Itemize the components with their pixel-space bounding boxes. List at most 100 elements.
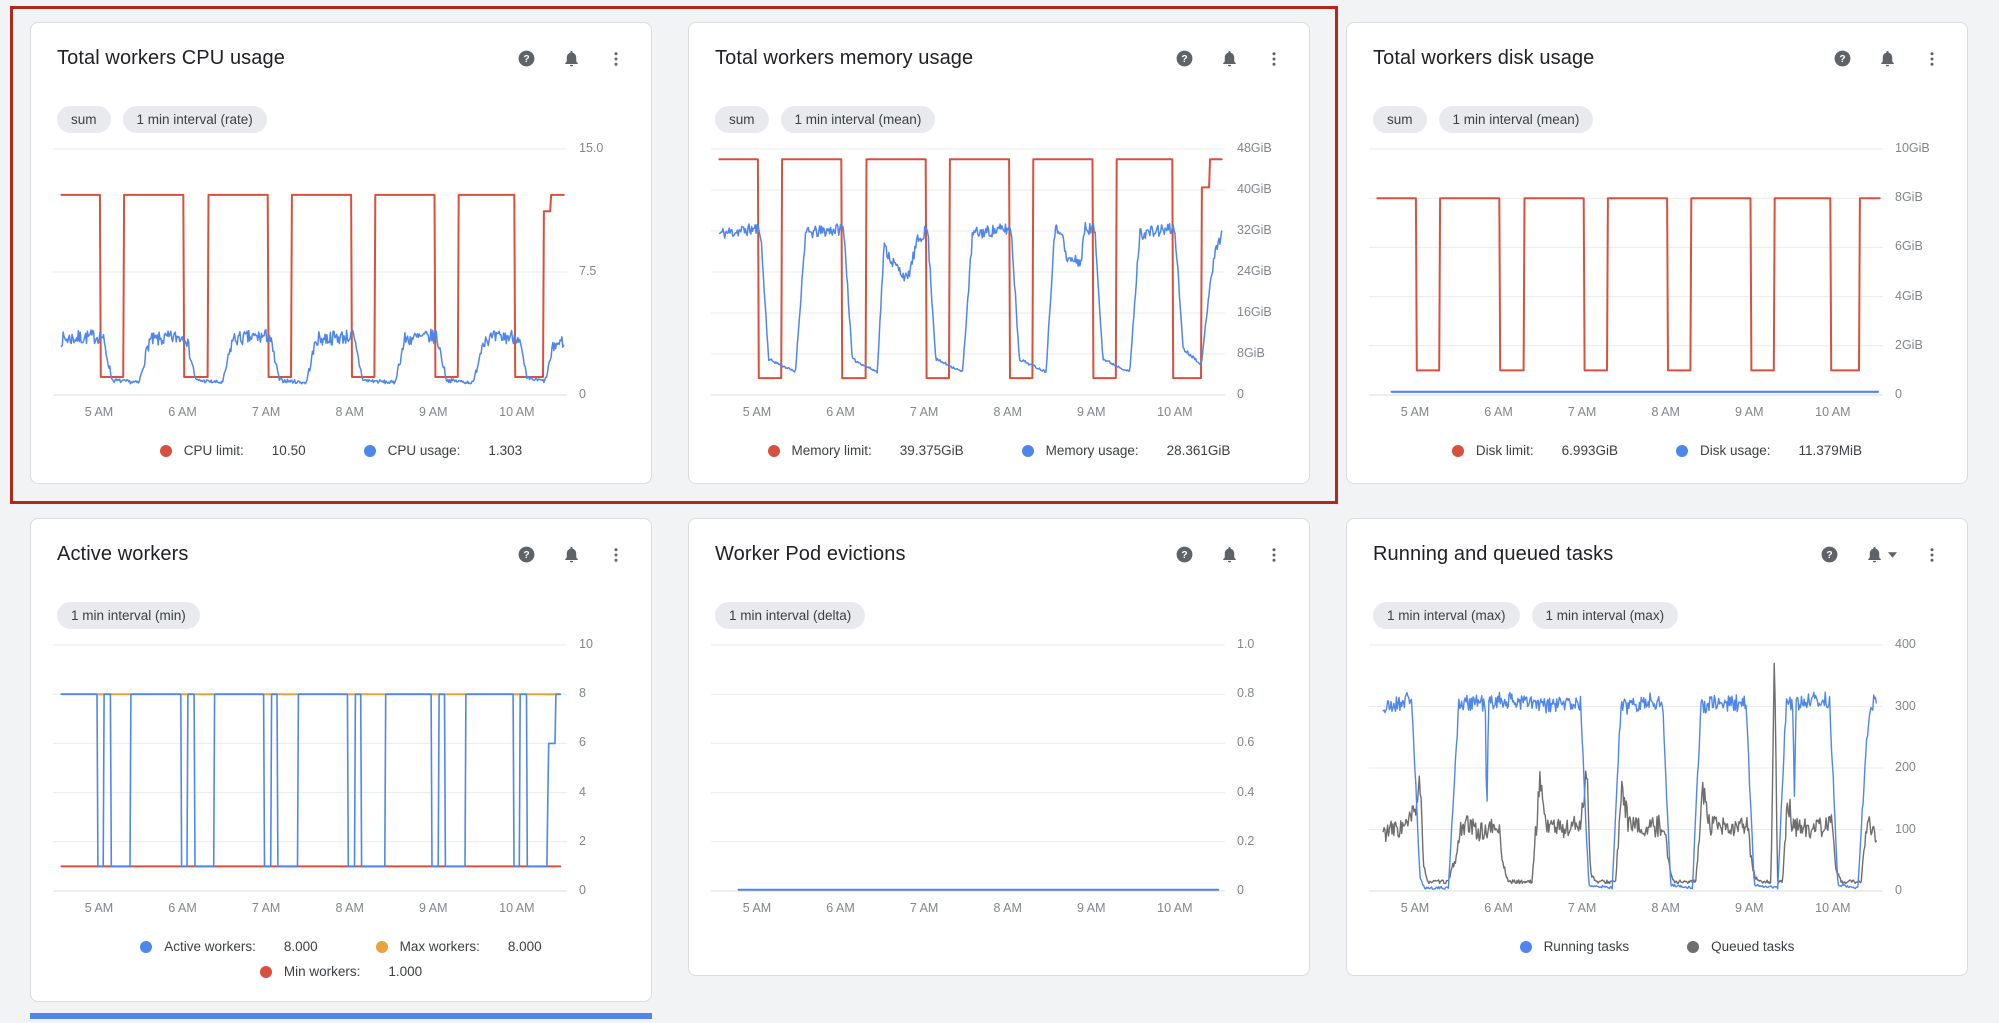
chip[interactable]: sum (715, 106, 769, 133)
card-total-workers-disk-usage: Total workers disk usage ? sum 1 min inte… (1346, 22, 1968, 484)
help-icon[interactable]: ? (517, 49, 536, 68)
y-tick-label: 0 (579, 387, 586, 401)
legend-item[interactable]: Min workers: 1.000 (259, 964, 423, 979)
chip[interactable]: sum (1373, 106, 1427, 133)
y-tick-label: 6GiB (1895, 239, 1923, 254)
chips: 1 min interval (max) 1 min interval (max) (1373, 602, 1941, 629)
x-tick-label: 10 AM (1157, 405, 1193, 419)
x-tick-label: 9 AM (1735, 405, 1764, 419)
legend-dot (375, 940, 388, 953)
y-tick-label: 100 (1895, 821, 1916, 836)
help-icon[interactable]: ? (517, 545, 536, 564)
y-tick-label: 32GiB (1237, 223, 1272, 237)
card-title: Running and queued tasks (1373, 543, 1614, 565)
more-options-icon[interactable] (1265, 546, 1283, 564)
y-tick-label: 0.2 (1237, 833, 1255, 848)
legend-dot (1687, 940, 1700, 953)
more-options-icon[interactable] (1923, 546, 1941, 564)
memory-usage-chart[interactable]: 0 8GiB 16GiB 24GiB 32GiB 40GiB 48GiB 5 AM 6 AM 7 … (711, 141, 1283, 421)
y-tick-label: 0 (1895, 387, 1902, 401)
x-tick-label: 7 AM (909, 901, 939, 915)
alert-bell-icon[interactable] (1220, 49, 1239, 68)
legend-dot (1021, 444, 1034, 457)
chip[interactable]: 1 min interval (rate) (122, 106, 267, 133)
y-tick-label: 4 (579, 784, 586, 799)
legend-item[interactable]: Max workers: 8.000 (375, 939, 542, 954)
x-tick-label: 5 AM (1400, 405, 1430, 419)
more-options-icon[interactable] (1923, 50, 1941, 68)
svg-text:?: ? (523, 550, 529, 561)
legend-item[interactable]: Active workers: 8.000 (140, 939, 318, 954)
alert-bell-icon[interactable] (562, 545, 581, 564)
more-options-icon[interactable] (607, 546, 625, 564)
x-tick-label: 9 AM (419, 405, 448, 419)
svg-text:?: ? (1826, 550, 1832, 561)
legend-label: CPU usage: (387, 443, 461, 458)
y-tick-label: 8 (579, 686, 586, 701)
legend-dot (1519, 940, 1532, 953)
y-tick-label: 4GiB (1895, 288, 1923, 303)
legend-item[interactable]: Memory usage: 28.361GiB (1021, 443, 1230, 458)
x-tick-label: 6 AM (826, 405, 855, 419)
chip[interactable]: 1 min interval (min) (57, 602, 200, 629)
legend-item[interactable]: Disk usage: 11.379MiB (1675, 443, 1863, 458)
x-tick-label: 10 AM (1815, 405, 1851, 419)
y-tick-label: 2GiB (1895, 337, 1923, 352)
card-total-workers-memory-usage: Total workers memory usage ? sum 1 min in… (688, 22, 1310, 484)
more-options-icon[interactable] (1265, 50, 1283, 68)
x-tick-label: 5 AM (742, 901, 772, 915)
disk-usage-chart[interactable]: 0 2GiB 4GiB 6GiB 8GiB 10GiB 5 AM 6 AM 7 AM 8 AM 9 … (1369, 141, 1941, 421)
series-cpu-usage (60, 328, 565, 385)
legend-item[interactable]: Disk limit: 6.993GiB (1451, 443, 1618, 458)
alert-bell-icon[interactable] (1220, 545, 1239, 564)
chips: 1 min interval (delta) (715, 602, 1283, 629)
y-tick-label: 48GiB (1237, 141, 1272, 155)
chip[interactable]: sum (57, 106, 111, 133)
x-tick-label: 5 AM (84, 901, 114, 915)
y-tick-label: 0.4 (1237, 784, 1255, 799)
alert-bell-dropdown-icon[interactable] (1865, 545, 1897, 564)
legend-dot (1675, 444, 1688, 457)
chip[interactable]: 1 min interval (max) (1531, 602, 1679, 629)
pod-evictions-chart[interactable]: 0 0.2 0.4 0.6 0.8 1.0 5 AM 6 AM 7 AM 8 AM 9 AM 10 A… (711, 637, 1283, 917)
x-tick-label: 6 AM (168, 405, 197, 419)
x-tick-label: 9 AM (1077, 405, 1106, 419)
x-tick-label: 5 AM (84, 405, 114, 419)
help-icon[interactable]: ? (1175, 49, 1194, 68)
cpu-usage-chart[interactable]: 0 7.5 15.0 5 AM 6 AM 7 AM 8 AM 9 AM 10 AM (53, 141, 625, 421)
x-tick-label: 8 AM (993, 901, 1022, 915)
legend-item[interactable]: CPU limit: 10.50 (159, 443, 306, 458)
legend-item[interactable]: CPU usage: 1.303 (363, 443, 522, 458)
y-tick-label: 40GiB (1237, 182, 1272, 196)
y-tick-label: 0.6 (1237, 735, 1255, 750)
chip[interactable]: 1 min interval (max) (1373, 602, 1520, 629)
active-workers-chart[interactable]: 0 2 4 6 8 10 5 AM 6 AM 7 AM 8 AM 9 AM 10 AM (53, 637, 625, 917)
x-tick-label: 10 AM (1815, 901, 1851, 915)
series-disk-limit (1376, 197, 1881, 372)
more-options-icon[interactable] (607, 50, 625, 68)
card-worker-pod-evictions: Worker Pod evictions ? 1 min interval (d… (688, 518, 1310, 976)
alert-bell-icon[interactable] (1878, 49, 1897, 68)
chip[interactable]: 1 min interval (delta) (715, 602, 866, 629)
legend-value: 1.000 (388, 964, 423, 979)
help-icon[interactable]: ? (1833, 49, 1852, 68)
legend-value: 11.379MiB (1798, 443, 1863, 458)
x-tick-label: 9 AM (419, 901, 448, 915)
x-tick-label: 5 AM (1400, 901, 1430, 915)
legend-label: Min workers: (283, 964, 361, 979)
series-memory-usage (718, 222, 1223, 374)
help-icon[interactable]: ? (1175, 545, 1194, 564)
legend-item[interactable]: Queued tasks (1687, 939, 1794, 954)
legend-label: Memory usage: (1045, 443, 1139, 458)
card-title: Active workers (57, 543, 189, 565)
chip[interactable]: 1 min interval (mean) (780, 106, 936, 133)
y-tick-label: 8GiB (1895, 190, 1923, 205)
svg-text:?: ? (523, 54, 529, 65)
legend-item[interactable]: Memory limit: 39.375GiB (767, 443, 964, 458)
alert-bell-icon[interactable] (562, 49, 581, 68)
running-queued-tasks-chart[interactable]: 0 100 200 300 400 5 AM 6 AM 7 AM 8 AM 9 AM 10 AM (1369, 637, 1941, 917)
legend-item[interactable]: Running tasks (1519, 939, 1629, 954)
legend-dot (767, 444, 780, 457)
chip[interactable]: 1 min interval (mean) (1438, 106, 1594, 133)
help-icon[interactable]: ? (1820, 545, 1839, 564)
